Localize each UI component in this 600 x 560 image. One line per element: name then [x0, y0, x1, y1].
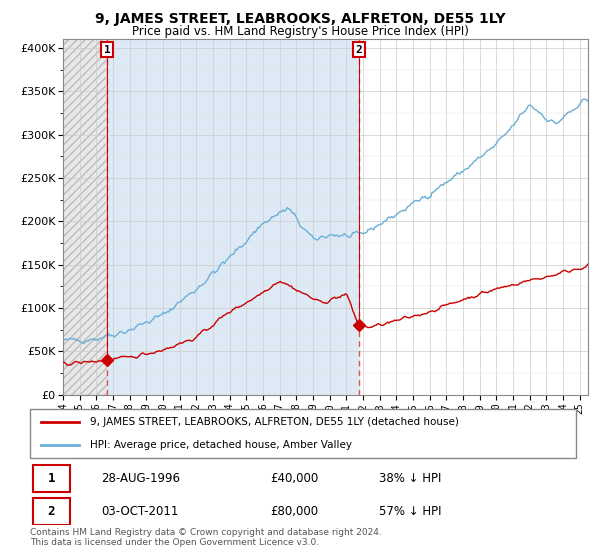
Text: Price paid vs. HM Land Registry's House Price Index (HPI): Price paid vs. HM Land Registry's House … [131, 25, 469, 38]
Text: £40,000: £40,000 [270, 472, 319, 485]
Text: HPI: Average price, detached house, Amber Valley: HPI: Average price, detached house, Ambe… [90, 440, 352, 450]
FancyBboxPatch shape [30, 409, 576, 458]
Text: 2: 2 [355, 45, 362, 55]
Text: 9, JAMES STREET, LEABROOKS, ALFRETON, DE55 1LY (detached house): 9, JAMES STREET, LEABROOKS, ALFRETON, DE… [90, 417, 459, 427]
Text: 1: 1 [47, 472, 55, 485]
Text: 1: 1 [104, 45, 110, 55]
Text: 57% ↓ HPI: 57% ↓ HPI [379, 505, 442, 517]
Text: 2: 2 [47, 505, 55, 517]
Bar [107, 39, 359, 395]
Text: £80,000: £80,000 [270, 505, 319, 517]
Text: 38% ↓ HPI: 38% ↓ HPI [379, 472, 442, 485]
Bar [63, 39, 107, 395]
Bar [63, 39, 107, 395]
Text: 28-AUG-1996: 28-AUG-1996 [101, 472, 180, 485]
Text: 03-OCT-2011: 03-OCT-2011 [101, 505, 178, 517]
Text: Contains HM Land Registry data © Crown copyright and database right 2024.
This d: Contains HM Land Registry data © Crown c… [30, 528, 382, 547]
FancyBboxPatch shape [33, 465, 70, 492]
FancyBboxPatch shape [33, 498, 70, 525]
Text: 9, JAMES STREET, LEABROOKS, ALFRETON, DE55 1LY: 9, JAMES STREET, LEABROOKS, ALFRETON, DE… [95, 12, 505, 26]
